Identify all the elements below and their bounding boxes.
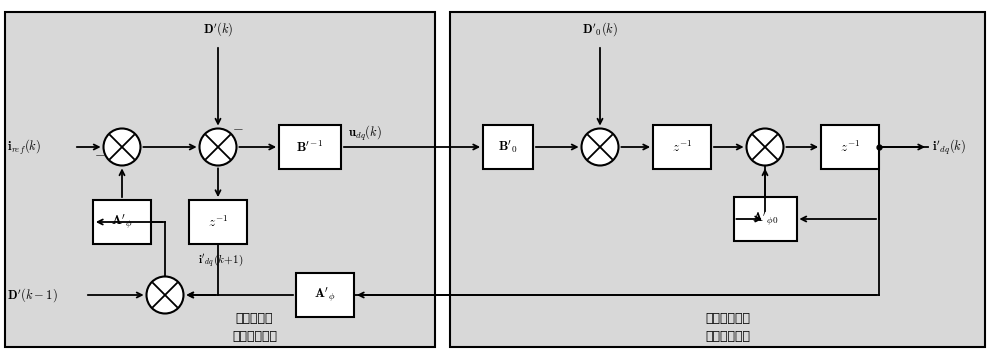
- Text: $\mathbf{A}'_{\phi}$: $\mathbf{A}'_{\phi}$: [111, 213, 133, 231]
- Text: $-$: $-$: [232, 120, 244, 134]
- Bar: [189, 200, 247, 244]
- Text: 电机实际模型: 电机实际模型: [706, 312, 751, 326]
- Circle shape: [104, 129, 140, 166]
- Circle shape: [146, 277, 184, 313]
- Bar: [653, 125, 711, 169]
- Text: $\mathbf{A}'_{\phi 0}$: $\mathbf{A}'_{\phi 0}$: [752, 210, 778, 228]
- Circle shape: [582, 129, 618, 166]
- Text: $\mathbf{i}_{ref}(k)$: $\mathbf{i}_{ref}(k)$: [7, 137, 41, 156]
- Text: $\mathbf{i}'_{dq}(k\!+\!1)$: $\mathbf{i}'_{dq}(k\!+\!1)$: [198, 252, 244, 269]
- Text: 控制器模型: 控制器模型: [236, 312, 273, 326]
- Text: $\mathbf{u}_{dq}(k)$: $\mathbf{u}_{dq}(k)$: [348, 124, 382, 142]
- Circle shape: [746, 129, 784, 166]
- Bar: [5, 12, 435, 347]
- Bar: [821, 125, 879, 169]
- Text: 参数为标称値: 参数为标称値: [232, 331, 277, 343]
- Bar: [93, 200, 151, 244]
- Text: $\mathbf{A}'_{\phi}$: $\mathbf{A}'_{\phi}$: [314, 286, 336, 305]
- Text: $z^{-1}$: $z^{-1}$: [208, 214, 228, 230]
- Text: $\mathbf{D}'(k)$: $\mathbf{D}'(k)$: [203, 20, 233, 38]
- Text: $\mathbf{i}'_{dq}(k)$: $\mathbf{i}'_{dq}(k)$: [932, 137, 966, 156]
- Text: $-$: $-$: [94, 146, 106, 160]
- Text: $z^{-1}$: $z^{-1}$: [840, 139, 860, 155]
- Bar: [483, 125, 533, 169]
- Bar: [296, 273, 354, 317]
- Bar: [734, 197, 796, 241]
- Text: $\mathbf{D}'_0(k)$: $\mathbf{D}'_0(k)$: [582, 20, 618, 38]
- Text: 参数为真实値: 参数为真实値: [706, 331, 751, 343]
- Text: $\mathbf{D}'(k-1)$: $\mathbf{D}'(k-1)$: [7, 286, 58, 304]
- Text: $\mathbf{B}'^{-1}$: $\mathbf{B}'^{-1}$: [296, 139, 324, 155]
- Bar: [450, 12, 985, 347]
- Bar: [279, 125, 341, 169]
- Text: $\mathbf{B}'_0$: $\mathbf{B}'_0$: [498, 139, 518, 155]
- Text: $z^{-1}$: $z^{-1}$: [672, 139, 692, 155]
- Circle shape: [200, 129, 237, 166]
